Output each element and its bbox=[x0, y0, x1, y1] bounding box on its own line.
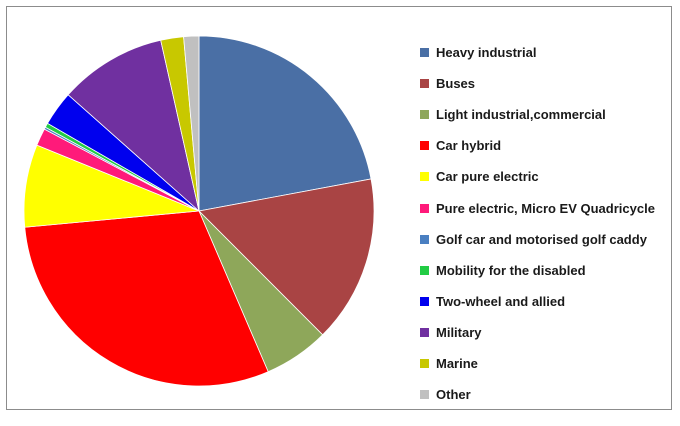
legend-label: Car pure electric bbox=[436, 169, 539, 185]
legend-item-pure-electric-micro-ev-quadricycle: Pure electric, Micro EV Quadricycle bbox=[420, 192, 680, 223]
legend-label: Light industrial,commercial bbox=[436, 107, 606, 123]
legend-item-golf-car-and-motorised-golf-caddy: Golf car and motorised golf caddy bbox=[420, 224, 680, 255]
legend-swatch bbox=[420, 172, 429, 182]
pie-slice-buses bbox=[198, 178, 375, 336]
pie-slice-heavy-industrial bbox=[198, 35, 372, 212]
legend-item-car-hybrid: Car hybrid bbox=[420, 130, 680, 161]
legend-swatch bbox=[420, 265, 429, 275]
legend-label: Golf car and motorised golf caddy bbox=[436, 231, 647, 247]
legend-label: Two-wheel and allied bbox=[436, 293, 566, 309]
legend-item-military: Military bbox=[420, 317, 680, 348]
legend-swatch bbox=[420, 48, 429, 58]
legend-swatch bbox=[420, 358, 429, 368]
legend-label: Heavy industrial bbox=[436, 45, 537, 61]
legend-label: Other bbox=[436, 387, 471, 403]
legend-label: Pure electric, Micro EV Quadricycle bbox=[436, 200, 655, 216]
legend-item-two-wheel-and-allied: Two-wheel and allied bbox=[420, 286, 680, 317]
legend-swatch bbox=[420, 296, 429, 306]
legend-swatch bbox=[420, 79, 429, 89]
legend-label: Mobility for the disabled bbox=[436, 262, 586, 278]
chart-legend: Heavy industrial Buses Light industrial,co… bbox=[420, 37, 680, 410]
legend-item-heavy-industrial: Heavy industrial bbox=[420, 37, 680, 68]
chart-frame: Heavy industrial Buses Light industrial,co… bbox=[6, 6, 672, 410]
legend-label: Marine bbox=[436, 355, 478, 371]
pie-slice-military bbox=[67, 39, 200, 213]
legend-label: Buses bbox=[436, 76, 476, 92]
legend-label: Military bbox=[436, 324, 482, 340]
legend-swatch bbox=[420, 203, 429, 213]
legend-label: Car hybrid bbox=[436, 138, 502, 154]
legend-item-other: Other bbox=[420, 379, 680, 410]
legend-swatch bbox=[420, 110, 429, 120]
legend-item-buses: Buses bbox=[420, 68, 680, 99]
legend-item-mobility-for-the-disabled: Mobility for the disabled bbox=[420, 255, 680, 286]
legend-item-car-pure-electric: Car pure electric bbox=[420, 161, 680, 192]
legend-swatch bbox=[420, 327, 429, 337]
legend-swatch bbox=[420, 390, 429, 400]
pie-chart bbox=[23, 35, 375, 387]
legend-swatch bbox=[420, 141, 429, 151]
legend-swatch bbox=[420, 234, 429, 244]
pie-slice-car-hybrid bbox=[24, 210, 269, 387]
pie-slice-other bbox=[183, 35, 200, 212]
legend-item-marine: Marine bbox=[420, 348, 680, 379]
legend-item-light-industrial-commercial: Light industrial,commercial bbox=[420, 99, 680, 130]
